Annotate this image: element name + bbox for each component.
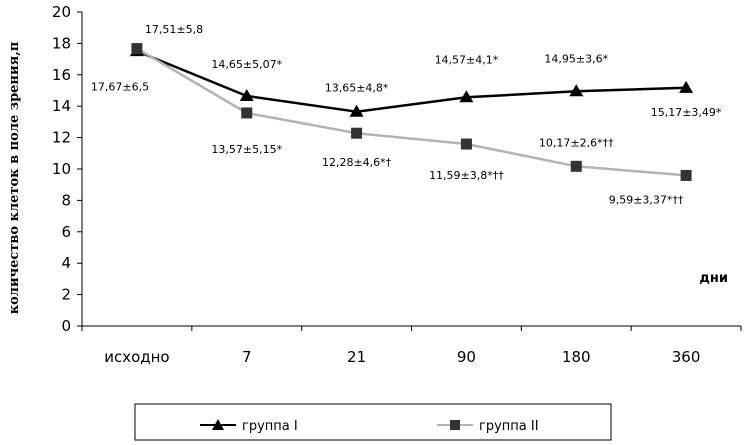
series-1-triangle-marker <box>239 88 254 101</box>
y-axis-label: количество клеток в поле зрения,п <box>7 41 22 314</box>
series-2-square-marker <box>131 43 143 55</box>
x-ticks: исходно 7 21 90 180 360 <box>81 326 742 366</box>
y-ticks: 0 2 4 6 8 10 12 14 16 18 20 <box>52 3 82 335</box>
x-axis-label: дни <box>699 271 728 286</box>
x-tick-label: исходно <box>104 348 169 366</box>
legend: группа I группа II <box>134 403 612 441</box>
series-line-2 <box>136 47 687 177</box>
data-label-series-1: 15,17±3,49* <box>651 106 722 119</box>
y-tick-label: 4 <box>61 254 71 272</box>
series-2-square-marker <box>241 107 253 119</box>
data-label-series-2: 9,59±3,37*†† <box>609 193 684 206</box>
data-label-series-1: 14,65±5,07* <box>211 58 282 71</box>
x-tick-label: 21 <box>347 348 366 366</box>
y-tick-label: 18 <box>52 34 71 52</box>
series-line-1 <box>136 49 687 113</box>
x-tick-label: 90 <box>457 348 476 366</box>
series-markers <box>129 43 694 181</box>
data-label-series-1: 14,57±4,1* <box>435 53 499 66</box>
legend-label-2: группа II <box>479 419 539 434</box>
y-tick-label: 20 <box>52 3 71 21</box>
series-1-triangle-marker <box>679 80 694 93</box>
series-lines <box>136 47 687 177</box>
y-tick-label: 14 <box>52 97 71 115</box>
data-label-series-1: 14,95±3,6* <box>544 52 608 65</box>
data-label-series-2: 17,67±6,5 <box>91 81 149 94</box>
data-label-series-2: 10,17±2,6*†† <box>539 136 614 149</box>
legend-triangle-icon <box>212 419 224 430</box>
series-1-triangle-marker <box>459 90 474 103</box>
data-label-series-1: 17,51±5,8 <box>145 23 203 36</box>
y-tick-label: 6 <box>61 223 71 241</box>
y-tick-label: 16 <box>52 66 71 84</box>
series-2-square-marker <box>570 160 582 172</box>
y-tick-label: 2 <box>61 286 71 304</box>
data-label-series-2: 12,28±4,6*† <box>322 156 392 169</box>
x-tick-label: 180 <box>562 348 591 366</box>
legend-square-icon <box>450 420 460 430</box>
legend-frame <box>134 403 612 441</box>
series-2-square-marker <box>460 138 472 150</box>
data-labels: 17,51±5,8 14,65±5,07* 13,65±4,8* 14,57±4,1*… <box>91 23 722 206</box>
y-tick-label: 0 <box>61 317 71 335</box>
y-tick-label: 8 <box>61 191 71 209</box>
series-2-square-marker <box>351 127 363 139</box>
axes <box>81 12 741 327</box>
data-label-series-1: 13,65±4,8* <box>325 82 389 95</box>
x-tick-label: 7 <box>242 348 252 366</box>
data-label-series-2: 11,59±3,8*†† <box>429 169 504 182</box>
y-tick-label: 10 <box>52 160 71 178</box>
series-1-triangle-marker <box>349 104 364 117</box>
series-2-square-marker <box>680 169 692 181</box>
legend-label-1: группа I <box>242 419 298 434</box>
series-1-triangle-marker <box>569 84 584 97</box>
x-tick-label: 360 <box>672 348 701 366</box>
y-tick-label: 12 <box>52 129 71 147</box>
data-label-series-2: 13,57±5,15* <box>211 143 282 156</box>
